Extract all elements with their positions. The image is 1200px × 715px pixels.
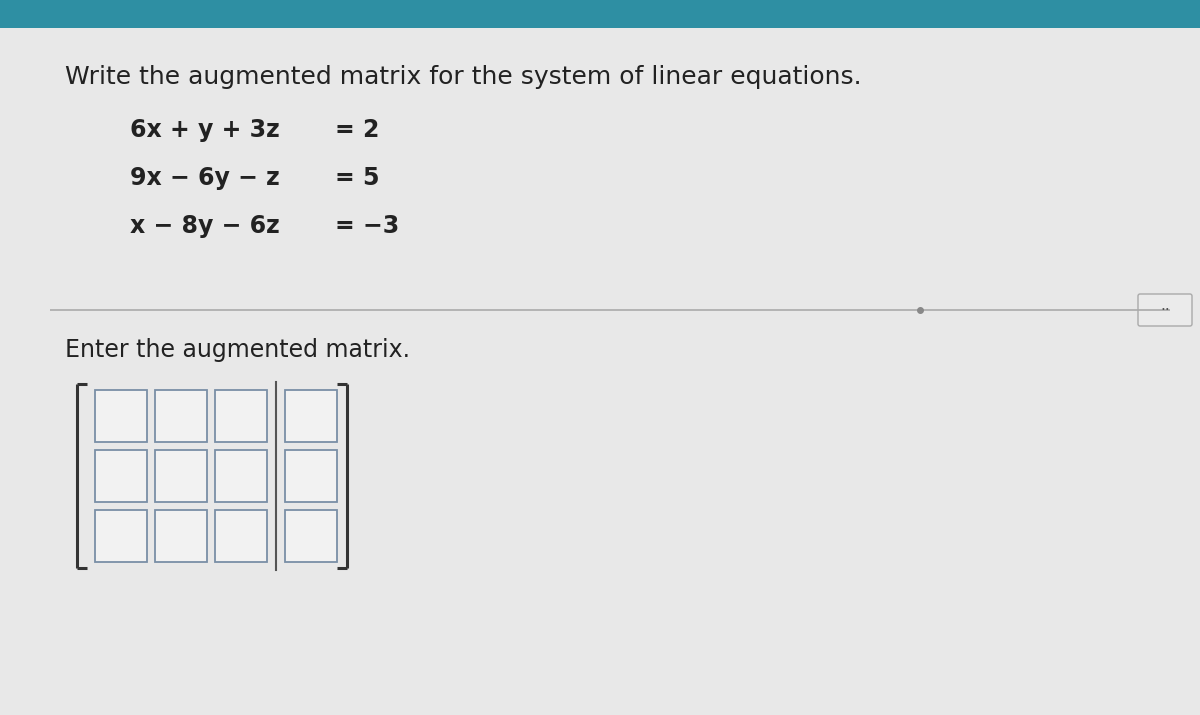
FancyBboxPatch shape <box>1138 294 1192 326</box>
Bar <box>286 510 337 562</box>
Text: 6x + y + 3z: 6x + y + 3z <box>130 118 280 142</box>
Bar <box>155 390 208 442</box>
Bar <box>215 510 266 562</box>
Bar <box>155 450 208 502</box>
Bar <box>286 450 337 502</box>
Bar <box>215 450 266 502</box>
Bar <box>0 0 1200 28</box>
Bar <box>95 390 148 442</box>
Text: ··: ·· <box>1160 302 1170 317</box>
Text: = −3: = −3 <box>335 214 400 238</box>
Bar <box>95 450 148 502</box>
Bar <box>155 510 208 562</box>
Text: = 2: = 2 <box>335 118 379 142</box>
Text: x − 8y − 6z: x − 8y − 6z <box>130 214 280 238</box>
Text: Enter the augmented matrix.: Enter the augmented matrix. <box>65 338 410 362</box>
Text: Write the augmented matrix for the system of linear equations.: Write the augmented matrix for the syste… <box>65 65 862 89</box>
Text: = 5: = 5 <box>335 166 379 190</box>
Bar <box>95 510 148 562</box>
Bar <box>215 390 266 442</box>
Text: 9x − 6y − z: 9x − 6y − z <box>130 166 280 190</box>
Bar <box>286 390 337 442</box>
